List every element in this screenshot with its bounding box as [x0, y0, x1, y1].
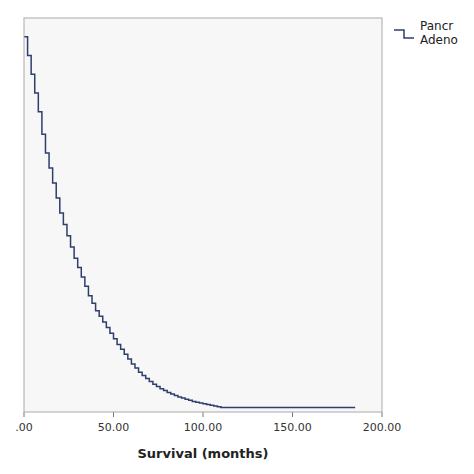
series-group — [24, 37, 355, 408]
legend-label-line: Adeno — [420, 33, 458, 47]
legend-swatch — [394, 30, 414, 38]
x-tick — [292, 412, 293, 417]
plot-area — [24, 18, 382, 412]
chart: .00 50.00 100.00 150.00 200.00 Survival (mont… — [0, 0, 474, 474]
x-tick — [382, 412, 383, 417]
plot-frame — [24, 18, 382, 412]
x-tick-label: 50.00 — [98, 421, 130, 434]
x-tick — [113, 412, 114, 417]
x-axis-label: Survival (months) — [137, 446, 268, 461]
x-tick-label: 100.00 — [184, 421, 223, 434]
legend-label: PancrAdeno — [420, 19, 458, 47]
survival-line — [24, 37, 355, 408]
x-tick — [24, 412, 25, 417]
x-tick — [203, 412, 204, 417]
x-tick-label: 150.00 — [273, 421, 312, 434]
x-tick-label: .00 — [15, 421, 33, 434]
x-tick-label: 200.00 — [363, 421, 402, 434]
legend-label-line: Pancr — [420, 19, 453, 33]
